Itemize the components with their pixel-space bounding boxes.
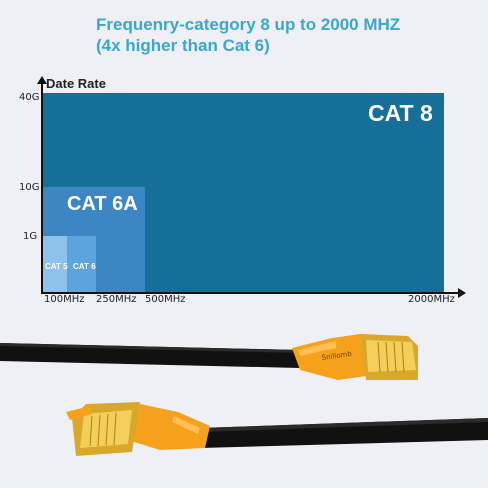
y-tick-1g: 1G [23, 231, 38, 242]
chart-title-line1: Frequenry-category 8 up to 2000 MHZ [96, 15, 401, 34]
bar-label-cat8: CAT 8 [368, 100, 433, 126]
bar-cat5 [43, 236, 67, 292]
x-axis [41, 292, 459, 294]
bar-label-cat6: CAT 6 [73, 262, 96, 271]
ethernet-cable-illustration: Snillomb [0, 334, 488, 456]
upper-cable: Snillomb [0, 334, 418, 380]
x-tick-250mhz: 250MHz [96, 294, 137, 305]
x-tick-2000mhz: 2000MHz [408, 294, 455, 305]
lower-cable [66, 402, 488, 456]
y-axis-label: Date Rate [46, 76, 106, 91]
x-tick-500mhz: 500MHz [145, 294, 186, 305]
y-tick-40g: 40G [19, 92, 40, 103]
chart-title: Frequenry-category 8 up to 2000 MHZ (4x … [96, 14, 476, 56]
chart-title-line2: (4x higher than Cat 6) [96, 36, 270, 55]
bar-label-cat5: CAT 5 [45, 262, 68, 271]
x-axis-arrow-icon [458, 288, 466, 298]
y-axis [41, 80, 43, 294]
bar-label-cat6a: CAT 6A [67, 193, 138, 215]
y-tick-10g: 10G [19, 182, 40, 193]
x-tick-100mhz: 100MHz [44, 294, 85, 305]
y-axis-arrow-icon [37, 76, 47, 84]
